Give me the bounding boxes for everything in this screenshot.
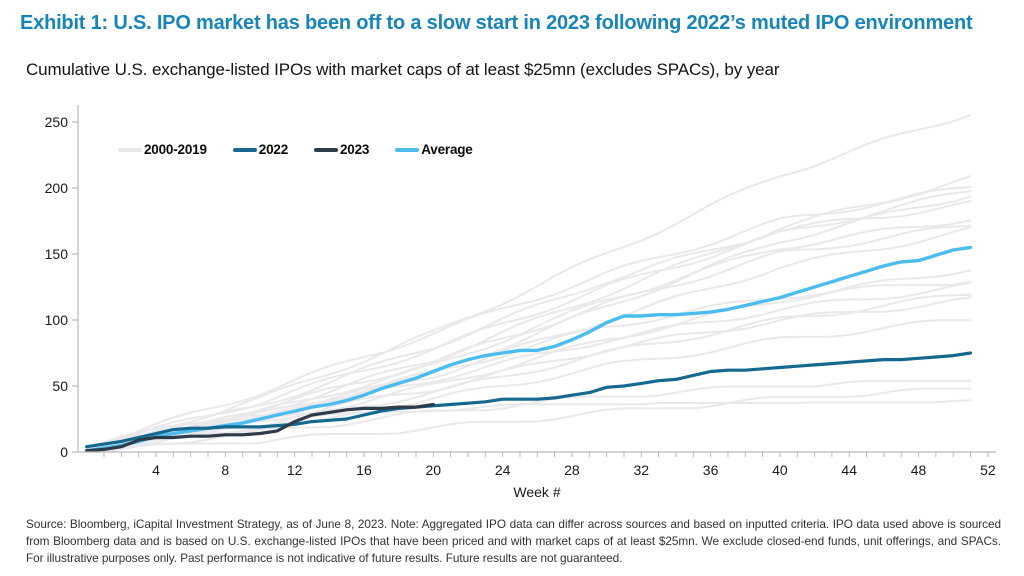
history-line-3: [85, 195, 972, 451]
x-tick-48: 48: [910, 462, 927, 478]
y-tick-0: 0: [60, 444, 68, 460]
x-axis-title: Week #: [513, 484, 561, 500]
history-line-12: [85, 280, 972, 450]
x-tick-52: 52: [980, 462, 996, 478]
x-tick-8: 8: [221, 462, 230, 478]
y-tick-100: 100: [44, 312, 68, 328]
source-note: Source: Bloomberg, iCapital Investment S…: [26, 517, 1001, 565]
history-line-4: [85, 200, 972, 449]
legend-item-2000-2019: 2000-2019: [118, 142, 207, 157]
legend-swatch: [314, 147, 338, 152]
x-tick-36: 36: [702, 462, 719, 478]
y-tick-250: 250: [44, 114, 68, 130]
series-line-2023: [85, 402, 435, 453]
legend-label: 2022: [258, 142, 288, 157]
y-tick-200: 200: [44, 180, 68, 196]
history-line-8: [85, 225, 972, 453]
y-tick-50: 50: [52, 378, 68, 394]
history-line-2: [85, 186, 972, 452]
history-line-17: [85, 387, 972, 453]
x-tick-24: 24: [494, 462, 511, 478]
history-line-5: [85, 190, 972, 452]
history-line-0: [85, 114, 972, 451]
series-line-2022: [85, 351, 973, 449]
x-tick-12: 12: [286, 462, 303, 478]
x-tick-20: 20: [425, 462, 442, 478]
legend-swatch: [395, 147, 420, 152]
x-tick-28: 28: [564, 462, 580, 478]
y-tick-150: 150: [44, 246, 68, 262]
legend-swatch: [232, 147, 257, 152]
legend-item-2023: 2023: [314, 142, 369, 157]
legend-label: 2023: [340, 142, 370, 157]
chart-subtitle: Cumulative U.S. exchange-listed IPOs wit…: [26, 60, 780, 79]
x-tick-32: 32: [633, 462, 650, 478]
x-tick-16: 16: [356, 462, 372, 478]
series-line-average: [84, 245, 973, 453]
exhibit-title: Exhibit 1: U.S. IPO market has been off …: [20, 12, 973, 34]
x-tick-44: 44: [841, 462, 857, 478]
chart-legend: 2000-2019 2022 2023 Average: [118, 142, 473, 157]
legend-item-average: Average: [395, 142, 473, 157]
history-line-15: [85, 379, 972, 451]
legend-label: Average: [421, 142, 473, 157]
legend-item-2022: 2022: [232, 142, 288, 157]
history-line-11: [85, 293, 972, 453]
x-tick-4: 4: [152, 462, 160, 478]
legend-label: 2000-2019: [144, 142, 207, 157]
legend-swatch: [118, 147, 142, 152]
x-tick-40: 40: [772, 462, 788, 478]
